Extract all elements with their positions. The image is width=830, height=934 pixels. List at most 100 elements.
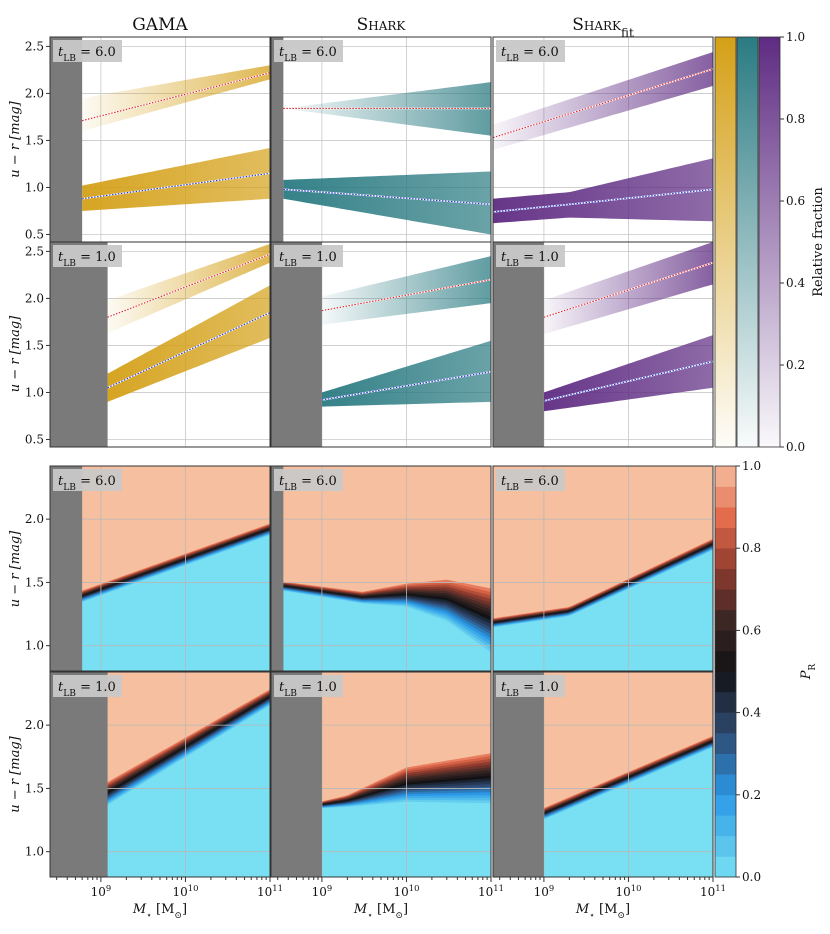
prob-blue-region [82,535,270,671]
y-axis-label: u − r [mag] [8,735,23,812]
tlb-label-text: tLB = 6.0 [501,45,559,64]
cb-tick-label: 0.4 [742,706,761,720]
median-line-red [543,262,713,318]
pr-colorbar-segment [715,794,736,816]
panel-plot-area [271,37,491,242]
tlb-label-box [496,675,565,697]
median-halo-blue [283,188,491,206]
panel-plot-area [493,37,713,242]
panel-8: tLB = 6.0 [270,465,492,672]
pr-colorbar-segment [715,835,736,857]
tlb-label: tLB = 1.0 [274,675,343,699]
pr-colorbar-segment [715,568,736,590]
column-title-gama: GAMA [132,15,188,35]
band-blue [82,147,270,211]
panel-frame [49,241,271,448]
panel-plot-area [271,242,491,447]
cb-tick-label: 1.0 [786,30,805,44]
tlb-label-box [496,40,565,62]
x-axis-label: M⋆ [M⊙] [353,902,408,921]
median-line-red [107,253,270,318]
pr-colorbar-segment [715,609,736,631]
cb-tick-label: 0.6 [786,194,805,208]
mass-completeness-mask [271,242,322,447]
median-line-blue [543,360,713,402]
panel-7: tLB = 6.0 1.0 1.5 2.0 [25,465,271,672]
tlb-label-text: tLB = 1.0 [501,250,559,269]
panel-1: tLB = 6.0 0.5 1.0 1.5 2.0 2.5 [25,36,271,243]
x-tick-label: 1010 [172,883,198,899]
tlb-label: tLB = 1.0 [496,245,565,269]
cb-tick-label: 0.2 [786,358,805,372]
tlb-label-text: tLB = 6.0 [279,45,337,64]
panel-5: tLB = 1.0 [270,241,492,448]
cb-tick-label: 0.8 [786,112,805,126]
tlb-label-box [274,469,343,491]
band-red [493,52,713,150]
tlb-label-box [53,245,122,267]
tlb-label: tLB = 1.0 [496,675,565,699]
tlb-label: tLB = 1.0 [53,675,122,699]
mass-completeness-mask [271,37,284,242]
panel-plot-area [493,466,713,671]
band-blue [543,335,713,412]
median-line-blue [493,188,713,213]
panel-plot-area [50,466,270,671]
tlb-label-text: tLB = 6.0 [58,474,116,493]
x-axis-label: M⋆ [M⊙] [575,902,630,921]
panel-12: tLB = 1.0 [492,671,714,878]
panel-6: tLB = 1.0 [492,241,714,448]
y-tick-label: 1.5 [25,338,44,352]
tlb-label: tLB = 1.0 [53,245,122,269]
pr-colorbar-frame [714,465,737,878]
pr-colorbar-segment [715,548,736,570]
panel-frame [270,241,492,448]
cb-tick-label: 0.8 [742,541,761,555]
labels-layer: 109 1010 1011 M⋆ [M⊙] 109 1010 1011 M⋆ [M⊙] 109 1… [8,15,726,921]
y-tick-label: 2.5 [25,244,44,258]
median-halo-blue [321,370,491,401]
column-title-sharkfit: Sharkfit [572,15,634,40]
tlb-label-text: tLB = 1.0 [501,680,559,699]
band-red [107,243,270,334]
tlb-label-box [496,469,565,491]
pr-colorbar-segment [715,692,736,713]
cb-tick-label: 0.4 [786,276,805,290]
band-red [543,242,713,335]
panel-plot-area [271,672,491,877]
x-tick-label: 1011 [257,883,283,899]
y-tick-label: 2.0 [25,512,44,526]
y-tick-label: 1.0 [25,385,44,399]
tlb-label-text: tLB = 1.0 [58,680,116,699]
panel-4: tLB = 1.0 0.5 1.0 1.5 2.0 2.5 [25,241,271,448]
pr-colorbar-segment [715,753,736,775]
cb-tick-label: 0.2 [742,788,761,802]
y-tick-label: 1.0 [25,639,44,653]
pr-colorbar-segment [715,774,736,796]
panel-plot-area [493,242,713,447]
tlb-label-box [496,245,565,267]
prob-blue-region [493,550,713,671]
tlb-label-text: tLB = 6.0 [279,474,337,493]
y-tick-label: 1.0 [25,180,44,194]
panel-plot-area [493,672,713,877]
panel-frame [49,465,271,672]
mass-completeness-mask [493,672,544,877]
y-tick-label: 0.5 [25,432,44,446]
relative-fraction-colorbar-3 [758,36,781,448]
mass-completeness-mask [50,672,108,877]
tlb-label-text: tLB = 6.0 [58,45,116,64]
relative-fraction-colorbar-2 [736,36,759,448]
median-halo-blue [107,311,270,389]
median-halo-red [321,278,491,312]
band-red [321,256,491,325]
tlb-label: tLB = 6.0 [274,469,343,493]
x-tick-label: 109 [91,883,112,899]
panel-frame [492,241,714,448]
pr-colorbar-segment [715,589,736,611]
tlb-label: tLB = 6.0 [53,40,122,64]
tlb-label-box [53,469,122,491]
panel-plot-area [50,242,270,447]
bottom-colorbar-label: PR [799,663,818,681]
